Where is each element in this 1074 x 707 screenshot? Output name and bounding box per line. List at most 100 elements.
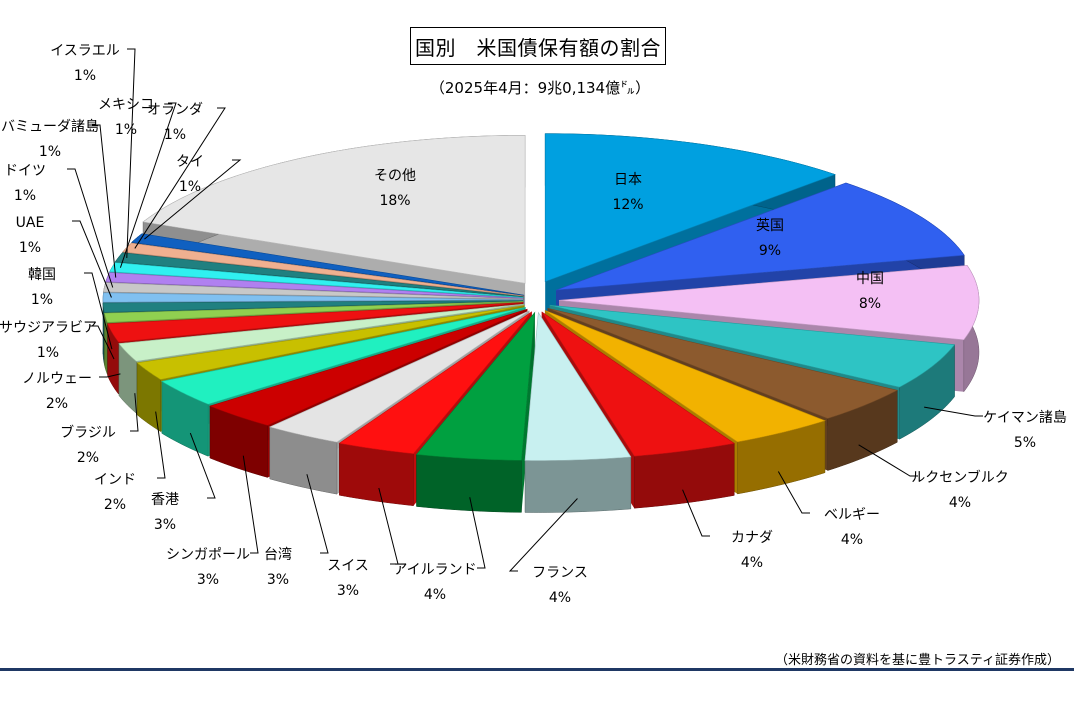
slice-label-0: 日本	[614, 172, 642, 188]
leader-line-15	[99, 373, 121, 378]
slice-top-22	[114, 252, 524, 297]
slice-label-21: メキシコ	[98, 97, 154, 113]
slice-label-19: ドイツ	[4, 163, 46, 179]
slice-label-5: ベルギー	[824, 507, 880, 523]
slice-value-11: 3%	[197, 572, 219, 588]
slice-label-25: その他	[374, 168, 416, 184]
slice-value-1: 9%	[759, 243, 781, 259]
slice-value-6: 4%	[741, 555, 763, 571]
slice-top-2	[558, 265, 980, 341]
slice-value-16: 1%	[37, 345, 59, 361]
slice-label-8: アイルランド	[393, 562, 476, 578]
leader-line-23	[134, 107, 226, 249]
chart-subtitle: （2025年4月：9兆0,134億㌦）	[429, 79, 651, 97]
slice-label-10: 台湾	[264, 546, 292, 563]
leader-line-10	[306, 474, 329, 554]
slice-label-22: イスラエル	[50, 43, 120, 59]
leader-line-22	[126, 48, 136, 259]
slice-value-21: 1%	[115, 122, 137, 138]
slice-label-15: ノルウェー	[22, 371, 92, 387]
slice-top-0	[544, 133, 836, 283]
slice-value-9: 3%	[337, 583, 359, 599]
slice-label-13: インド	[94, 472, 136, 488]
slice-rim-8	[416, 454, 522, 513]
slice-label-9: スイス	[327, 558, 369, 574]
leader-line-7	[508, 498, 578, 572]
slice-value-13: 2%	[104, 497, 126, 513]
leader-line-18	[72, 220, 112, 298]
slice-value-0: 12%	[612, 197, 643, 213]
slice-rim-7	[524, 456, 632, 513]
slice-value-18: 1%	[19, 240, 41, 256]
leader-line-11	[242, 455, 259, 554]
source-note: （米財務省の資料を基に豊トラスティ証券作成）	[775, 653, 1060, 668]
slice-top-9	[338, 311, 533, 455]
slice-label-24: タイ	[176, 154, 204, 170]
slice-label-11: シンガポール	[166, 547, 250, 563]
slice-top-7	[524, 311, 632, 461]
slice-label-6: カナダ	[731, 530, 773, 546]
slice-value-19: 1%	[14, 188, 36, 204]
slice-top-11	[209, 308, 528, 426]
slice-value-4: 4%	[949, 495, 971, 511]
slice-tops	[102, 133, 980, 461]
slice-label-18: UAE	[16, 215, 45, 231]
leader-line-20	[92, 124, 117, 278]
slice-top-24	[131, 233, 525, 296]
slice-value-3: 5%	[1014, 435, 1036, 451]
slice-value-25: 18%	[379, 193, 410, 209]
slice-top-17	[102, 300, 524, 313]
slice-top-14	[118, 303, 524, 362]
slice-top-4	[547, 307, 899, 419]
slice-value-22: 1%	[74, 68, 96, 84]
leader-line-9	[378, 487, 399, 565]
slice-top-3	[549, 304, 956, 388]
slice-top-5	[544, 310, 826, 443]
leader-line-6	[682, 489, 710, 537]
leader-line-3	[924, 406, 983, 417]
slice-top-8	[415, 311, 536, 461]
slice-value-23: 1%	[164, 127, 186, 143]
slice-label-20: バミューダ諸島	[1, 119, 99, 135]
slice-value-8: 4%	[424, 587, 446, 603]
leader-line-21	[119, 102, 177, 268]
slice-value-15: 2%	[46, 396, 68, 412]
slice-label-12: 香港	[151, 492, 179, 508]
slice-top-10	[268, 310, 530, 443]
leader-line-8	[469, 497, 486, 569]
slice-value-20: 1%	[39, 144, 61, 160]
slice-value-24: 1%	[179, 179, 201, 195]
slice-label-3: ケイマン諸島	[983, 410, 1067, 426]
slice-value-14: 2%	[77, 450, 99, 466]
slice-label-16: サウジアラビア	[0, 320, 97, 336]
leader-line-17	[84, 272, 113, 350]
slice-top-18	[102, 292, 524, 303]
slice-label-2: 中国	[856, 271, 884, 287]
slice-label-23: オランダ	[147, 102, 203, 118]
slice-top-1	[555, 182, 965, 291]
slice-top-13	[136, 305, 525, 380]
leader-line-16	[90, 325, 115, 360]
slice-top-6	[541, 311, 736, 457]
slice-top-15	[107, 302, 524, 343]
slice-label-14: ブラジル	[60, 424, 116, 441]
slice-labels: 日本 12% 英国 9% 中国 8% ケイマン諸島 5% ルクセンブルク 4% ベルギー 4% カナダ 4…	[0, 43, 1067, 606]
slice-value-12: 3%	[154, 517, 176, 533]
slice-label-4: ルクセンブルク	[911, 469, 1009, 486]
leader-line-4	[858, 444, 918, 477]
footer-rule	[0, 668, 1074, 671]
slice-value-7: 4%	[549, 590, 571, 606]
leader-line-24	[144, 159, 242, 240]
leader-line-14	[130, 393, 139, 432]
slice-value-5: 4%	[841, 532, 863, 548]
chart-title: 国別 米国債保有額の割合	[410, 27, 666, 65]
slice-label-7: フランス	[532, 565, 588, 581]
leader-line-13	[155, 411, 166, 479]
slice-label-1: 英国	[756, 217, 784, 234]
slice-top-25	[142, 135, 526, 284]
slice-top-16	[104, 301, 524, 323]
slice-value-10: 3%	[267, 572, 289, 588]
slice-top-19	[103, 282, 524, 300]
slice-value-2: 8%	[859, 296, 881, 312]
